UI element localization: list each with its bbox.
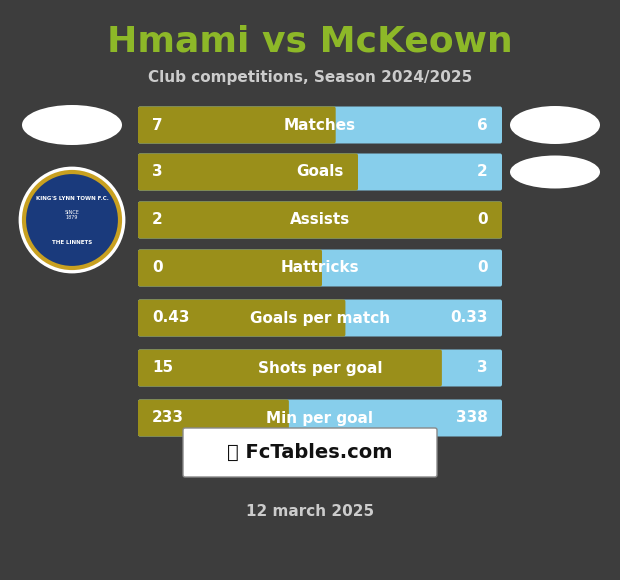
Text: 📊 FcTables.com: 📊 FcTables.com bbox=[228, 443, 392, 462]
Circle shape bbox=[24, 172, 120, 268]
Text: THE LINNETS: THE LINNETS bbox=[52, 240, 92, 245]
FancyBboxPatch shape bbox=[138, 400, 502, 437]
Ellipse shape bbox=[510, 106, 600, 144]
Text: 2: 2 bbox=[477, 165, 488, 179]
Text: 0: 0 bbox=[152, 260, 162, 276]
FancyBboxPatch shape bbox=[183, 428, 437, 477]
FancyBboxPatch shape bbox=[138, 154, 358, 190]
Text: 7: 7 bbox=[152, 118, 162, 132]
Text: 0.33: 0.33 bbox=[451, 310, 488, 325]
FancyBboxPatch shape bbox=[138, 154, 502, 190]
Text: 0: 0 bbox=[477, 260, 488, 276]
FancyBboxPatch shape bbox=[138, 299, 502, 336]
Text: Goals per match: Goals per match bbox=[250, 310, 390, 325]
Text: 2: 2 bbox=[152, 212, 162, 227]
Text: Hmami vs McKeown: Hmami vs McKeown bbox=[107, 25, 513, 59]
Text: 0.43: 0.43 bbox=[152, 310, 190, 325]
FancyBboxPatch shape bbox=[138, 107, 335, 143]
FancyBboxPatch shape bbox=[138, 350, 442, 386]
Ellipse shape bbox=[22, 105, 122, 145]
Text: 3: 3 bbox=[477, 361, 488, 375]
Text: Min per goal: Min per goal bbox=[267, 411, 373, 426]
FancyBboxPatch shape bbox=[138, 350, 502, 386]
FancyBboxPatch shape bbox=[138, 201, 502, 238]
FancyBboxPatch shape bbox=[138, 107, 502, 143]
Text: Hattricks: Hattricks bbox=[281, 260, 360, 276]
FancyBboxPatch shape bbox=[138, 400, 289, 437]
Text: SINCE
1879: SINCE 1879 bbox=[64, 209, 79, 220]
FancyBboxPatch shape bbox=[138, 249, 322, 287]
Ellipse shape bbox=[510, 155, 600, 188]
Text: KING'S LYNN TOWN F.C.: KING'S LYNN TOWN F.C. bbox=[35, 195, 108, 201]
Text: 6: 6 bbox=[477, 118, 488, 132]
FancyBboxPatch shape bbox=[138, 201, 502, 238]
Text: 338: 338 bbox=[456, 411, 488, 426]
Text: Matches: Matches bbox=[284, 118, 356, 132]
FancyBboxPatch shape bbox=[138, 249, 502, 287]
FancyBboxPatch shape bbox=[138, 299, 345, 336]
Text: 233: 233 bbox=[152, 411, 184, 426]
Text: 15: 15 bbox=[152, 361, 173, 375]
Text: Assists: Assists bbox=[290, 212, 350, 227]
Text: Shots per goal: Shots per goal bbox=[258, 361, 383, 375]
Text: 0: 0 bbox=[477, 212, 488, 227]
Text: 3: 3 bbox=[152, 165, 162, 179]
Text: 12 march 2025: 12 march 2025 bbox=[246, 505, 374, 520]
Text: Club competitions, Season 2024/2025: Club competitions, Season 2024/2025 bbox=[148, 70, 472, 85]
Circle shape bbox=[20, 168, 124, 272]
Text: Goals: Goals bbox=[296, 165, 343, 179]
